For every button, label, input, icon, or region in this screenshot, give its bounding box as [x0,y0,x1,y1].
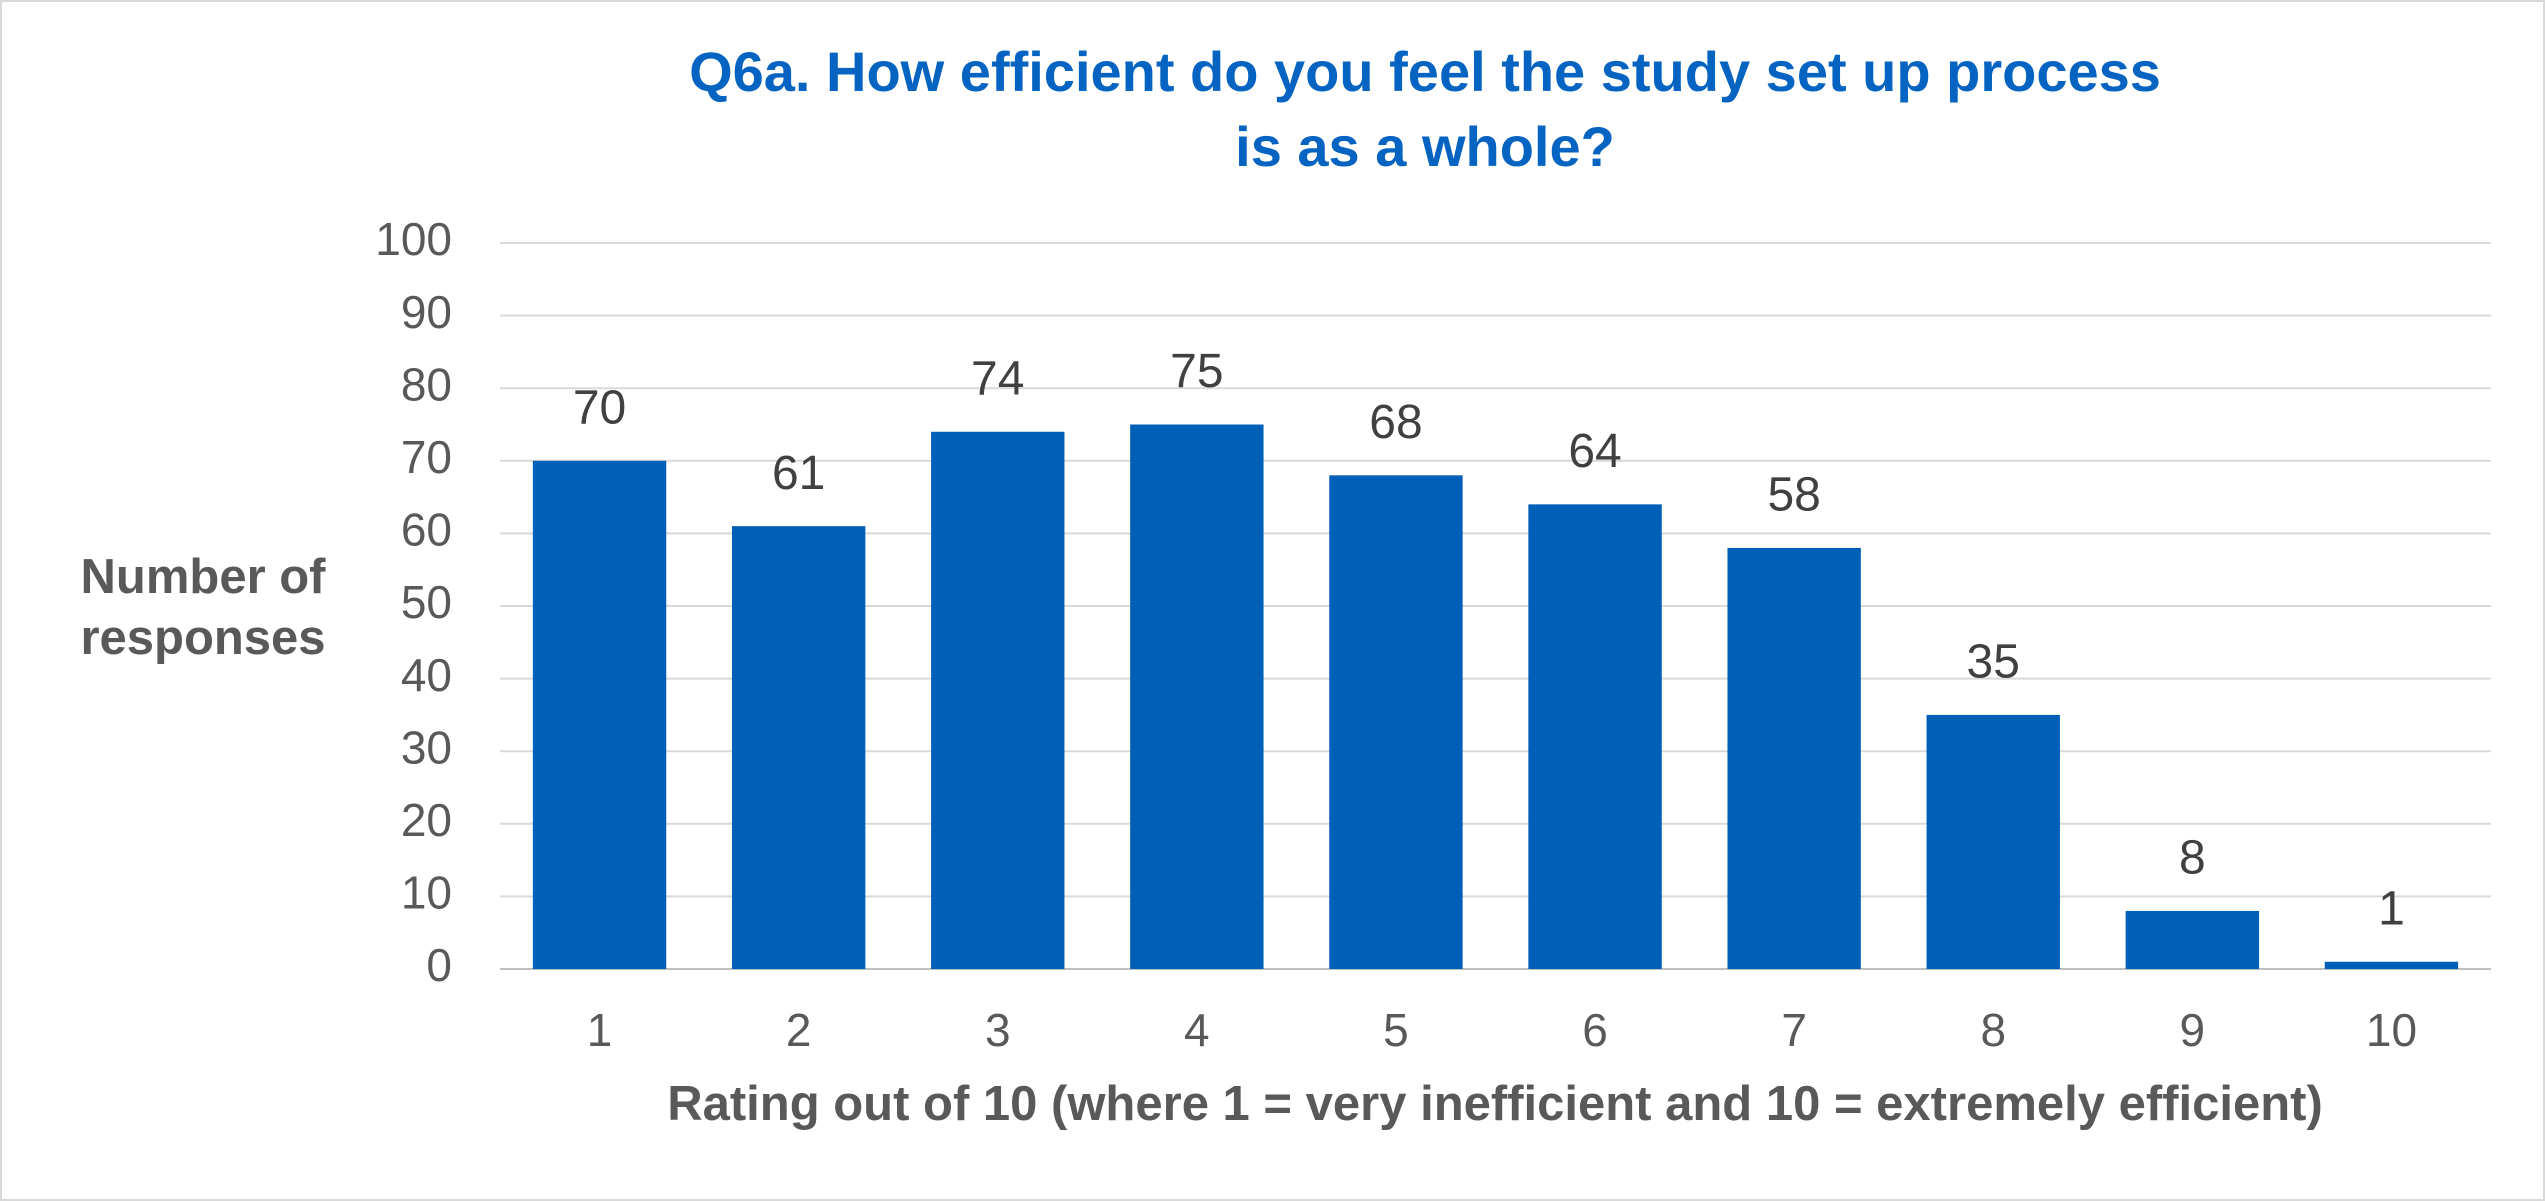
x-tick-label: 7 [1781,1004,1807,1056]
data-label: 64 [1568,425,1621,478]
bar [532,460,667,969]
y-tick-label: 0 [426,939,452,991]
bar [1130,424,1264,969]
bar [731,526,866,969]
x-tick-label: 10 [2366,1004,2417,1056]
bar [1727,547,1861,969]
y-axis-title: responses [80,611,325,665]
x-tick-label: 3 [985,1004,1011,1056]
data-label: 8 [2179,832,2206,885]
x-tick-label: 4 [1184,1004,1210,1056]
x-tick-label: 5 [1383,1004,1409,1056]
x-tick-label: 8 [1980,1004,2006,1056]
y-tick-label: 50 [401,576,452,628]
y-tick-label: 60 [401,504,452,556]
y-tick-label: 90 [401,286,452,338]
y-tick-label: 100 [375,213,452,265]
y-tick-label: 80 [401,358,452,410]
y-tick-label: 10 [401,867,452,919]
chart-title: Q6a. How efficient do you feel the study… [689,40,2161,103]
bar [1926,714,2060,969]
x-axis-title: Rating out of 10 (where 1 = very ineffic… [667,1077,2323,1131]
data-label: 75 [1170,345,1223,398]
data-label: 58 [1767,469,1820,522]
y-tick-label: 70 [401,431,452,483]
data-label: 1 [2378,882,2405,935]
y-tick-label: 20 [401,794,452,846]
data-label: 70 [573,381,626,434]
x-tick-label: 6 [1582,1004,1608,1056]
x-tick-label: 1 [587,1004,613,1056]
bar [1329,475,1463,969]
bar [931,431,1065,969]
bar [2324,961,2459,969]
chart-title: is as a whole? [1235,115,1615,178]
data-label: 61 [772,447,825,500]
data-label: 35 [1967,636,2020,689]
data-label: 74 [971,352,1024,405]
bar [2125,910,2260,969]
bar [1528,504,1662,969]
y-tick-label: 40 [401,649,452,701]
y-axis-title: Number of [81,550,327,604]
data-label: 68 [1369,396,1422,449]
x-tick-label: 9 [2180,1004,2206,1056]
y-tick-label: 30 [401,721,452,773]
x-tick-label: 2 [786,1004,812,1056]
